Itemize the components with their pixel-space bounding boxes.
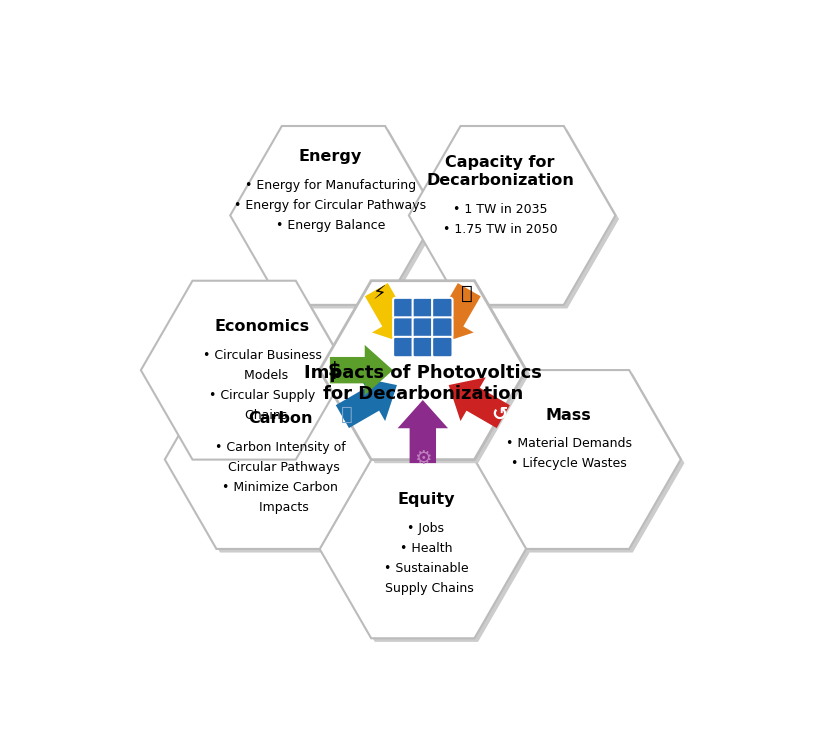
Polygon shape — [233, 130, 441, 309]
FancyBboxPatch shape — [412, 317, 433, 338]
Polygon shape — [478, 374, 685, 553]
Text: Capacity for
Decarbonization: Capacity for Decarbonization — [427, 155, 574, 188]
Polygon shape — [412, 130, 619, 309]
Text: ⚡: ⚡ — [372, 284, 385, 303]
Polygon shape — [365, 283, 416, 345]
Polygon shape — [141, 281, 347, 460]
Polygon shape — [474, 370, 681, 549]
Text: ⚙: ⚙ — [414, 449, 431, 468]
Polygon shape — [319, 460, 526, 638]
FancyBboxPatch shape — [393, 337, 413, 357]
Polygon shape — [449, 377, 510, 428]
Text: Mass: Mass — [545, 408, 592, 424]
Polygon shape — [168, 374, 375, 553]
FancyBboxPatch shape — [432, 337, 453, 357]
Polygon shape — [323, 284, 530, 463]
FancyBboxPatch shape — [412, 337, 433, 357]
Polygon shape — [430, 283, 481, 345]
Text: Energy: Energy — [299, 150, 362, 164]
Text: Economics: Economics — [214, 319, 309, 334]
Polygon shape — [398, 400, 448, 463]
FancyBboxPatch shape — [393, 298, 413, 318]
FancyBboxPatch shape — [432, 298, 453, 318]
Polygon shape — [230, 126, 436, 305]
Text: ⛓: ⛓ — [341, 405, 352, 424]
Polygon shape — [409, 126, 615, 305]
Text: $: $ — [328, 361, 342, 380]
Polygon shape — [165, 370, 371, 549]
Text: • Material Demands
• Lifecycle Wastes: • Material Demands • Lifecycle Wastes — [506, 437, 631, 470]
Polygon shape — [330, 345, 393, 395]
FancyBboxPatch shape — [432, 317, 453, 338]
Text: • Circular Business
  Models
• Circular Supply
  Chains: • Circular Business Models • Circular Su… — [203, 349, 322, 422]
FancyBboxPatch shape — [393, 317, 413, 338]
Text: • 1 TW in 2035
• 1.75 TW in 2050: • 1 TW in 2035 • 1.75 TW in 2050 — [443, 204, 558, 237]
Text: ↺: ↺ — [491, 405, 507, 424]
Text: Equity: Equity — [397, 492, 455, 507]
Text: Carbon: Carbon — [248, 411, 313, 427]
Text: • Energy for Manufacturing
• Energy for Circular Pathways
• Energy Balance: • Energy for Manufacturing • Energy for … — [234, 180, 427, 232]
FancyBboxPatch shape — [412, 298, 433, 318]
Polygon shape — [144, 284, 351, 463]
Polygon shape — [336, 377, 397, 428]
Text: • Carbon Intensity of
  Circular Pathways
• Minimize Carbon
  Impacts: • Carbon Intensity of Circular Pathways … — [214, 441, 346, 515]
Polygon shape — [319, 281, 526, 460]
Text: Impacts of Photovoltics
for Decarbonization: Impacts of Photovoltics for Decarbonizat… — [304, 364, 542, 403]
Text: ⤢: ⤢ — [461, 284, 473, 303]
Polygon shape — [323, 463, 530, 642]
Text: • Jobs
• Health
• Sustainable
  Supply Chains: • Jobs • Health • Sustainable Supply Cha… — [378, 522, 474, 594]
